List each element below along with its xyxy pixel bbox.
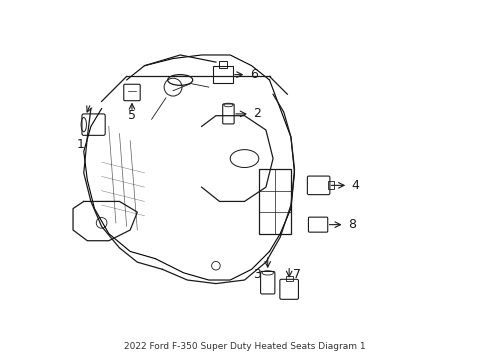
Text: 2: 2: [253, 107, 261, 120]
Text: 8: 8: [347, 218, 355, 231]
Text: 6: 6: [249, 68, 257, 81]
Text: 3: 3: [252, 268, 260, 281]
Text: 7: 7: [292, 268, 300, 281]
Text: 1: 1: [76, 138, 84, 151]
Text: 5: 5: [128, 109, 136, 122]
Text: 4: 4: [351, 179, 359, 192]
Text: 2022 Ford F-350 Super Duty Heated Seats Diagram 1: 2022 Ford F-350 Super Duty Heated Seats …: [123, 342, 365, 351]
